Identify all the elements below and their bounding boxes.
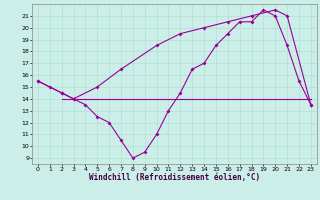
X-axis label: Windchill (Refroidissement éolien,°C): Windchill (Refroidissement éolien,°C)	[89, 173, 260, 182]
